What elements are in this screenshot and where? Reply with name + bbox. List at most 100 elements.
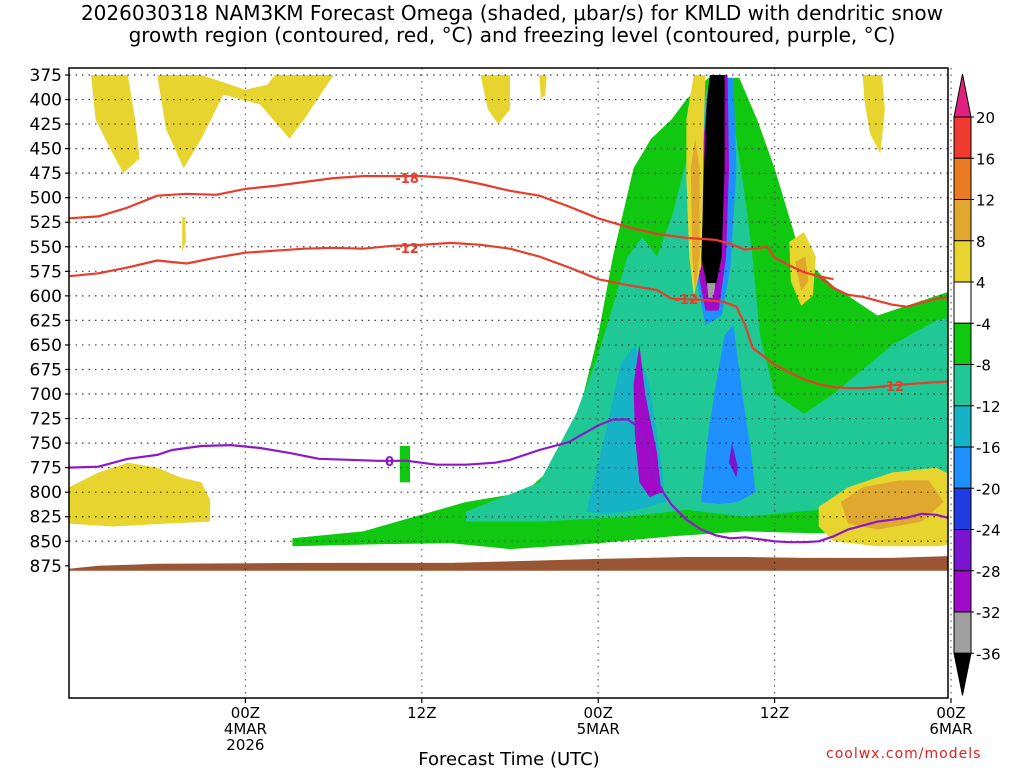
colorbar-label-8: -16 [976, 439, 1001, 457]
isotherm-m12-upper [69, 241, 673, 300]
colorbar-label-9: -20 [976, 480, 1001, 498]
y-tick-label-875: 875 [30, 557, 62, 577]
colorbar-bin-6 [953, 322, 972, 365]
colorbar-label-4: 4 [976, 274, 986, 292]
y-tick-label-575: 575 [30, 262, 62, 282]
y-tick-label-375: 375 [30, 66, 62, 86]
y-tick-label-775: 775 [30, 459, 62, 479]
x-axis-label: Forecast Time (UTC) [418, 749, 599, 768]
colorbar-bin-4 [953, 240, 972, 283]
colorbar-label-13: -36 [976, 645, 1001, 663]
colorbar-label-6: -8 [976, 357, 991, 375]
omega-region-sink-yellow-top-1 [157, 75, 334, 169]
y-axis: 375 400 425 450 475 500 525 550 575 600 625 650 675 7… [30, 66, 69, 577]
y-tick-label-700: 700 [30, 385, 62, 405]
x-tick-label-6-0: 00Z [231, 704, 260, 722]
isotherm-m12-lower-label: -12 [675, 293, 699, 308]
isotherm-m12-lower [671, 297, 948, 390]
y-tick-label-625: 625 [30, 311, 62, 331]
omega-shading [69, 75, 1024, 571]
chart-title: 2026030318 NAM3KM Forecast Omega (shaded… [0, 2, 1024, 46]
freezing-level-0-label: 0 [385, 455, 394, 470]
y-tick-label-475: 475 [30, 164, 62, 184]
x-tick-label-18-0: 12Z [407, 704, 436, 722]
colorbar-bin-10 [953, 487, 972, 530]
colorbar-label-10: -24 [976, 522, 1001, 540]
colorbar-bin-13 [953, 611, 972, 654]
colorbar-label-0: 20 [976, 109, 995, 127]
y-tick-label-750: 750 [30, 434, 62, 454]
isotherm-m12-upper-label: -12 [395, 242, 419, 257]
plot-frame [68, 67, 949, 699]
omega-region-core-black [701, 75, 725, 286]
y-tick-label-725: 725 [30, 410, 62, 430]
gridlines [69, 68, 952, 698]
omega-region-right-gray [1004, 482, 1022, 497]
y-tick-label-850: 850 [30, 532, 62, 552]
colorbar-bin-top [953, 73, 972, 118]
x-tick-label-6-1: 4MAR [224, 720, 267, 738]
colorbar-label-1: 16 [976, 150, 995, 168]
colorbar-label-11: -28 [976, 563, 1001, 581]
omega-region-ascent-blue-mid [701, 325, 756, 504]
colorbar-bin-9 [953, 446, 972, 489]
colorbar-bin-7 [953, 364, 972, 407]
omega-region-sink-yellow-right-2 [862, 75, 885, 154]
omega-region-right-blue-bowl [963, 320, 1024, 531]
y-tick-label-675: 675 [30, 360, 62, 380]
omega-region-sink-yellow-bottom-left [69, 462, 211, 527]
isotherm-m12-right [818, 275, 948, 308]
colorbar-bin-1 [953, 116, 972, 159]
colorbar-bin-2 [953, 157, 972, 200]
colorbar-label-3: 8 [976, 233, 986, 251]
omega-region-sink-orange-bottom-right [840, 480, 944, 530]
x-tick-label-30-0: 00Z [584, 704, 613, 722]
chart-title-line2: growth region (contoured, red, °C) and f… [128, 23, 896, 47]
y-tick-label-650: 650 [30, 336, 62, 356]
omega-region-sink-yellow-left-small [182, 217, 186, 252]
omega-region-purple-mid-column [729, 443, 738, 478]
colorbar-bin-12 [953, 570, 972, 613]
colorbar: 20 16 12 8 4 -4 -8 -12 -16 -20 -24 -28 -32 -36 [953, 73, 1001, 696]
y-tick-label-825: 825 [30, 508, 62, 528]
x-tick-label-54-1: 6MAR [929, 720, 972, 738]
colorbar-bin-3 [953, 199, 972, 242]
colorbar-label-12: -32 [976, 604, 1001, 622]
omega-region-sink-orange-mid-column [690, 138, 700, 291]
contour-lines [69, 175, 948, 544]
contour-labels: -18 -12 -12 -12 0 [385, 172, 904, 470]
chart-title-line1: 2026030318 NAM3KM Forecast Omega (shaded… [80, 1, 944, 25]
terrain-ground [69, 556, 948, 571]
isotherm-m18-label: -18 [395, 172, 419, 187]
isotherm-m12-right-label: -12 [880, 380, 904, 395]
omega-region-green-isolated-left [399, 446, 410, 483]
omega-region-purple-left-column [633, 344, 662, 498]
colorbar-label-5: -4 [976, 315, 991, 333]
y-tick-label-525: 525 [30, 213, 62, 233]
colorbar-bin-bottom [953, 652, 972, 696]
colorbar-label-7: -12 [976, 398, 1001, 416]
credit-text: coolwx.com/models [826, 746, 982, 762]
y-tick-label-550: 550 [30, 238, 62, 258]
colorbar-bin-11 [953, 529, 972, 572]
y-tick-label-425: 425 [30, 115, 62, 135]
y-tick-label-800: 800 [30, 483, 62, 503]
colorbar-label-2: 12 [976, 192, 995, 210]
x-tick-label-30-1: 5MAR [577, 720, 620, 738]
y-tick-label-600: 600 [30, 287, 62, 307]
colorbar-bin-8 [953, 405, 972, 448]
freezing-level-0 [69, 418, 948, 544]
omega-region-sink-yellow-top-3 [539, 75, 547, 100]
y-tick-label-500: 500 [30, 189, 62, 209]
y-tick-label-450: 450 [30, 140, 62, 160]
y-tick-label-400: 400 [30, 91, 62, 111]
colorbar-bin-5 [953, 281, 972, 324]
omega-region-sink-orange-mid-small [795, 256, 809, 291]
omega-region-core-gray [707, 283, 716, 298]
isotherm-m18 [69, 175, 834, 281]
x-tick-label-6-2: 2026 [226, 736, 264, 754]
x-tick-label-42-0: 12Z [760, 704, 789, 722]
x-tick-label-54-0: 00Z [936, 704, 965, 722]
